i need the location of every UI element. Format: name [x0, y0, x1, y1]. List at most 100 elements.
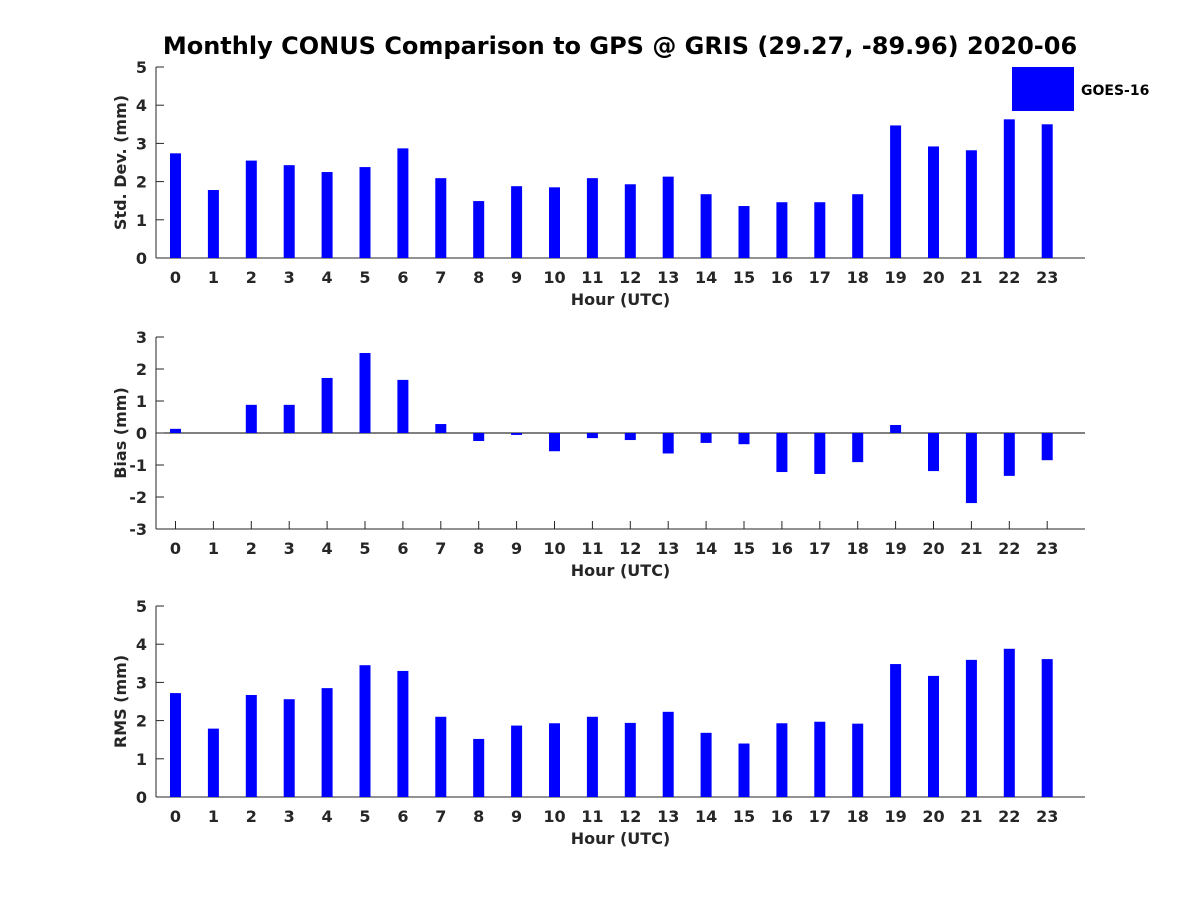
y-tick-label: 1 [136, 211, 147, 230]
bar [207, 728, 219, 797]
y-tick-label: -3 [129, 520, 147, 539]
bar [170, 693, 181, 797]
x-tick-label: 9 [511, 268, 522, 287]
x-tick-label: 0 [170, 807, 181, 826]
x-axis-label: Hour (UTC) [571, 561, 671, 580]
x-tick-label: 2 [246, 539, 257, 558]
bar [511, 433, 523, 435]
x-tick-label: 22 [998, 268, 1020, 287]
bar [1041, 433, 1053, 461]
x-tick-label: 20 [922, 539, 944, 558]
x-tick-label: 1 [208, 807, 219, 826]
x-tick-label: 11 [581, 807, 603, 826]
bar [852, 194, 864, 258]
y-tick-label: 4 [136, 635, 147, 654]
bar [814, 202, 826, 258]
y-tick-label: 2 [136, 173, 147, 192]
y-axis-label: RMS (mm) [111, 655, 130, 748]
y-tick-label: -2 [129, 488, 147, 507]
chart-title: Monthly CONUS Comparison to GPS @ GRIS (… [163, 32, 1077, 60]
bar [738, 433, 750, 445]
bar [776, 202, 788, 258]
bar [511, 725, 523, 797]
bar [965, 659, 977, 797]
bar [1041, 124, 1053, 258]
y-tick-label: 2 [136, 712, 147, 731]
legend: GOES-16 [1012, 67, 1149, 111]
bar [662, 711, 674, 797]
bar [359, 665, 371, 797]
x-tick-label: 17 [809, 268, 831, 287]
y-tick-label: 5 [136, 58, 147, 77]
x-tick-label: 22 [998, 539, 1020, 558]
x-tick-label: 3 [284, 539, 295, 558]
y-tick-label: 3 [136, 134, 147, 153]
y-tick-label: 0 [136, 424, 147, 443]
x-tick-label: 20 [922, 268, 944, 287]
bar [586, 716, 598, 797]
x-tick-label: 12 [619, 807, 641, 826]
x-tick-label: 7 [435, 539, 446, 558]
y-axis-label: Bias (mm) [111, 387, 130, 479]
x-tick-label: 2 [246, 807, 257, 826]
bar [359, 167, 371, 258]
x-tick-label: 20 [922, 807, 944, 826]
x-tick-label: 4 [322, 807, 333, 826]
x-tick-label: 8 [473, 268, 484, 287]
x-tick-label: 19 [884, 268, 906, 287]
x-tick-label: 18 [847, 539, 869, 558]
bar [321, 377, 333, 433]
x-tick-label: 5 [359, 539, 370, 558]
y-tick-label: 3 [136, 328, 147, 347]
bar [397, 148, 409, 258]
x-tick-label: 23 [1036, 268, 1058, 287]
bar [738, 206, 750, 258]
bar [586, 178, 598, 258]
x-tick-label: 18 [847, 807, 869, 826]
bar [662, 433, 674, 454]
bar [700, 732, 712, 797]
x-tick-label: 9 [511, 539, 522, 558]
x-tick-label: 13 [657, 807, 679, 826]
bar [965, 433, 977, 504]
x-tick-label: 12 [619, 539, 641, 558]
x-tick-label: 10 [543, 539, 565, 558]
bar [170, 428, 181, 433]
bar [814, 433, 826, 474]
x-tick-label: 5 [359, 807, 370, 826]
bar [321, 172, 333, 258]
bar [245, 160, 257, 258]
x-tick-label: 3 [284, 807, 295, 826]
x-tick-label: 22 [998, 807, 1020, 826]
x-tick-label: 0 [170, 539, 181, 558]
x-tick-label: 11 [581, 268, 603, 287]
x-tick-label: 16 [771, 268, 793, 287]
x-tick-label: 8 [473, 807, 484, 826]
x-tick-label: 4 [322, 539, 333, 558]
bar [852, 433, 864, 463]
bar [700, 194, 712, 258]
bar [549, 187, 560, 258]
bar [928, 146, 939, 258]
x-tick-label: 23 [1036, 539, 1058, 558]
bar [1041, 659, 1053, 797]
bar [473, 433, 485, 441]
x-axis-label: Hour (UTC) [571, 829, 671, 848]
x-tick-label: 17 [809, 807, 831, 826]
bar [814, 721, 826, 797]
bar [549, 433, 560, 452]
x-tick-label: 8 [473, 539, 484, 558]
x-axis-label: Hour (UTC) [571, 290, 671, 309]
x-tick-label: 16 [771, 807, 793, 826]
y-tick-label: 0 [136, 788, 147, 807]
x-tick-label: 14 [695, 268, 717, 287]
x-tick-label: 15 [733, 268, 755, 287]
x-tick-label: 13 [657, 539, 679, 558]
bar [283, 165, 295, 258]
x-tick-label: 9 [511, 807, 522, 826]
bar [662, 176, 674, 258]
bar [624, 184, 636, 258]
bar [170, 153, 181, 258]
